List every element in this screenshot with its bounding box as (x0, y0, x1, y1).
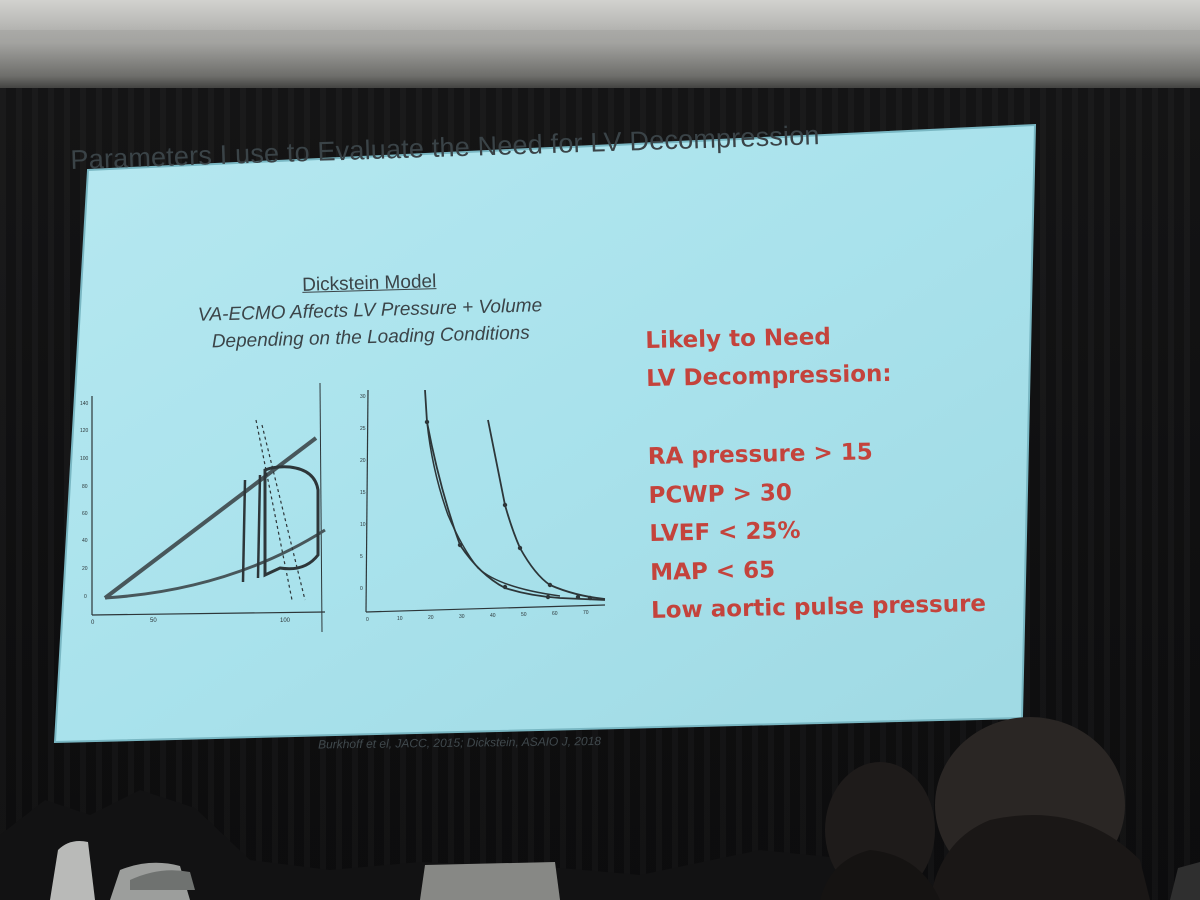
pv-x-tick-100: 100 (280, 618, 291, 624)
chair-back-center (420, 862, 560, 900)
shoulder-silhouette-left (820, 850, 940, 900)
curve-y-tick-15: 15 (360, 490, 366, 496)
pv-loop-plot: 140 120 100 80 60 40 20 0 0 50 100 (80, 382, 326, 633)
svg-text:120: 120 (80, 428, 89, 434)
chair-back-left (50, 841, 95, 900)
curve-y-tick-0: 0 (360, 586, 363, 592)
pv-right-border (319, 382, 323, 633)
curve-y-axis (365, 389, 369, 613)
ceiling (0, 0, 1200, 95)
pv-x-tick-0: 0 (91, 620, 95, 626)
svg-text:60: 60 (82, 511, 88, 517)
dashed-line-2 (261, 424, 306, 601)
ceiling-band (0, 0, 1200, 30)
ecmo-curve-plot: 30 25 20 15 10 5 0 0 10 20 30 40 50 60 7… (360, 389, 606, 623)
curve-x-tick-50: 50 (521, 612, 527, 618)
pv-x-axis (91, 611, 326, 616)
curve-x-tick-60: 60 (552, 611, 558, 617)
svg-text:80: 80 (82, 484, 88, 490)
curve-x-tick-30: 30 (459, 614, 465, 620)
right-edge-chair (1170, 862, 1200, 900)
dashed-line-1 (255, 419, 293, 601)
curve-y-tick-20: 20 (360, 458, 366, 464)
curve-y-tick-5: 5 (360, 554, 363, 560)
curve-x-tick-40: 40 (490, 613, 496, 619)
curve-y-tick-30: 30 (360, 394, 366, 400)
curve-x-axis (365, 604, 606, 613)
curve-x-tick-20: 20 (428, 615, 434, 621)
curve-x-tick-10: 10 (397, 616, 403, 622)
svg-text:0: 0 (84, 594, 87, 600)
loop-left-inner (256, 474, 262, 579)
curve-a (424, 389, 606, 601)
edpvr-curve (104, 528, 326, 600)
curve-y-tick-25: 25 (360, 426, 366, 432)
curve-b (426, 421, 561, 597)
svg-text:40: 40 (82, 538, 88, 544)
chair-seat-left (130, 870, 195, 890)
pv-loop (263, 465, 320, 578)
pv-x-tick-50: 50 (150, 618, 157, 624)
curve-x-tick-70: 70 (583, 610, 589, 616)
shoulder-silhouette (930, 815, 1150, 900)
curve-y-tick-10: 10 (360, 522, 366, 528)
svg-text:140: 140 (80, 401, 89, 407)
espvr-line (103, 436, 318, 600)
svg-text:20: 20 (82, 566, 88, 572)
floor-shadow (0, 790, 900, 900)
loop-left-outer (241, 479, 247, 583)
curve-x-tick-0: 0 (366, 617, 369, 623)
svg-text:100: 100 (80, 456, 89, 462)
